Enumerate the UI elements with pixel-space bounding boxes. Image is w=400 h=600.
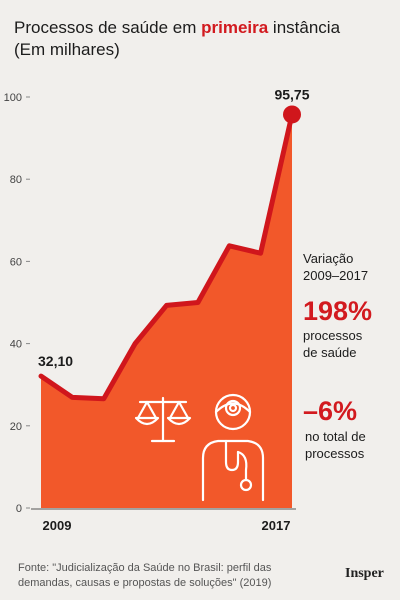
title-line: Processos de saúde em primeira instância	[14, 17, 394, 39]
y-axis: 0 20 40 60 80 100	[4, 92, 30, 515]
source-line1: Fonte: "Judicialização da Saúde no Brasi…	[18, 562, 272, 574]
source-line2: demandas, causas e propostas de soluções…	[18, 577, 272, 589]
scales-of-justice-icon	[134, 396, 192, 443]
icons-group	[134, 393, 265, 502]
doctor-icon	[201, 393, 265, 502]
variation-label-line2: 2009–2017	[303, 268, 369, 283]
x-axis-labels: 2009 2017	[43, 518, 291, 533]
stat-total-processes-value: –6%	[303, 396, 358, 426]
series-line	[38, 112, 295, 402]
stat-health-processes-value: 198%	[303, 296, 373, 326]
stat-total-processes-desc: no total de processos	[305, 428, 366, 462]
title-suffix: instância	[268, 18, 341, 37]
end-point-marker	[283, 105, 301, 124]
x-tick-label: 2017	[262, 518, 291, 533]
variation-label: Variação 2009–2017	[303, 250, 368, 284]
y-tick-label: 40	[10, 339, 22, 351]
area-fill	[41, 114, 292, 508]
y-tick-label: 20	[10, 421, 22, 433]
stat1-desc-line2: de saúde	[303, 345, 357, 360]
stat2-desc-line1: no total de	[305, 429, 366, 444]
chart-area: 0 20 40 60 80 100 32,10 95,75 2009 2017	[4, 86, 310, 533]
source-note: Fonte: "Judicialização da Saúde no Brasi…	[18, 561, 318, 591]
stat1-desc-line1: processos	[303, 328, 363, 343]
title-highlight: primeira	[201, 18, 269, 37]
y-tick-label: 0	[16, 503, 22, 515]
y-tick-label: 60	[10, 256, 22, 268]
brand-logo: Insper	[345, 566, 384, 581]
data-label-2017: 95,75	[274, 86, 309, 102]
data-label-2009: 32,10	[38, 353, 73, 369]
x-tick-label: 2009	[43, 518, 72, 533]
stat2-desc-line2: processos	[305, 446, 365, 461]
y-tick-label: 100	[4, 92, 22, 104]
title-unit: (Em milhares)	[14, 40, 120, 59]
title-prefix: Processos de saúde em	[14, 18, 202, 37]
variation-label-line1: Variação	[303, 251, 354, 266]
chart-title: Processos de saúde em primeira instância…	[14, 17, 394, 61]
stat-health-processes-desc: processos de saúde	[303, 327, 362, 361]
y-tick-label: 80	[10, 174, 22, 186]
